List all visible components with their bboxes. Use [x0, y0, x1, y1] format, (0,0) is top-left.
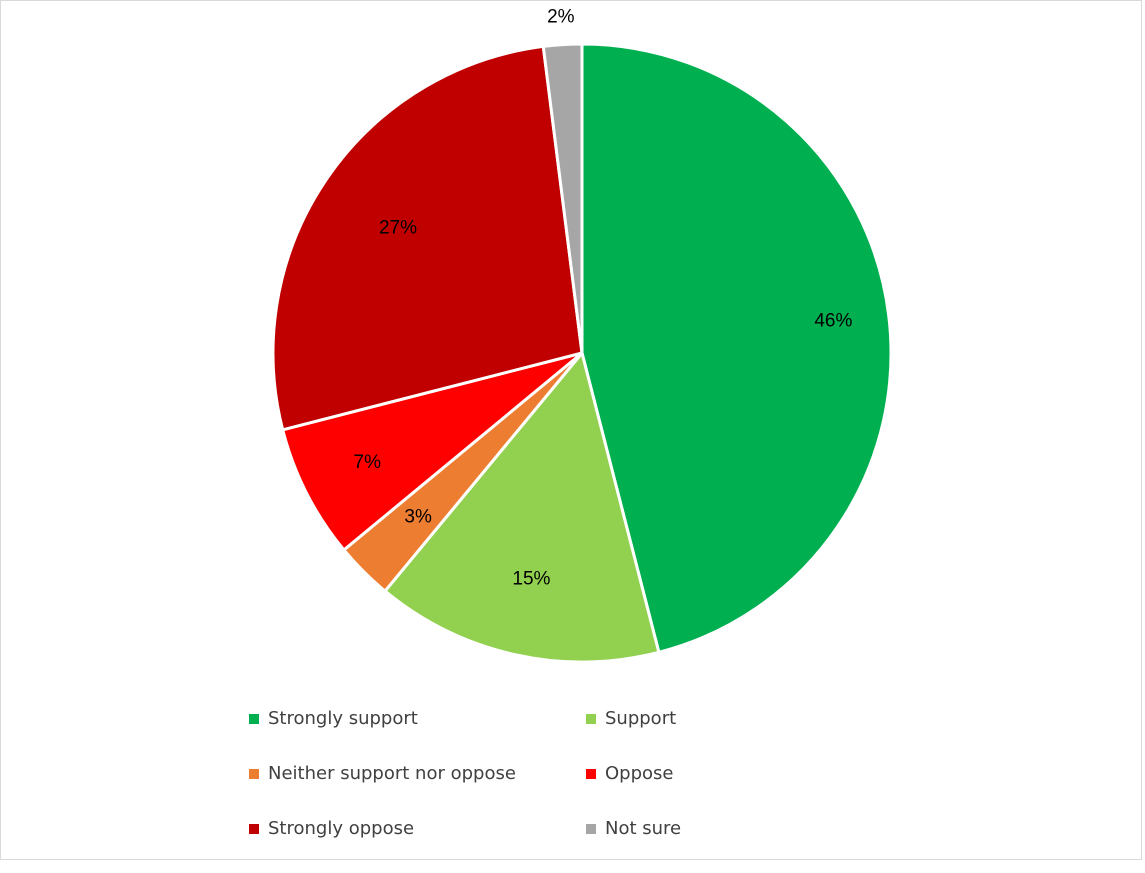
data-label-support: 15% — [512, 569, 550, 590]
pie-slice-support — [383, 351, 661, 664]
legend-item-neither: Neither support nor oppose — [249, 763, 586, 818]
legend-item-strongly-oppose: Strongly oppose — [249, 818, 586, 873]
legend-label: Support — [605, 708, 677, 729]
data-label-not-sure: 2% — [547, 6, 575, 27]
legend-label: Not sure — [605, 818, 682, 839]
legend-label: Oppose — [605, 763, 674, 784]
legend-label: Neither support nor oppose — [268, 763, 516, 784]
legend-item-not-sure: Not sure — [586, 818, 726, 873]
legend-item-support: Support — [586, 708, 726, 763]
legend-swatch — [249, 769, 259, 779]
legend: Strongly support Support Neither support… — [249, 708, 726, 873]
pie-slices — [271, 42, 893, 664]
legend-swatch — [249, 714, 259, 724]
legend-swatch — [586, 824, 596, 834]
legend-item-oppose: Oppose — [586, 763, 726, 818]
data-label-neither-support-nor-oppose: 3% — [404, 506, 432, 527]
pie-slice-not-sure — [541, 42, 584, 355]
pie-slice-oppose — [281, 351, 584, 552]
legend-swatch — [249, 824, 259, 834]
data-label-strongly-support: 46% — [814, 311, 852, 332]
data-labels: 46% 15% 3% 7% 27% 2% — [354, 6, 853, 589]
legend-label: Strongly support — [268, 708, 418, 729]
data-label-strongly-oppose: 27% — [379, 217, 417, 238]
legend-swatch — [586, 714, 596, 724]
legend-item-strongly-support: Strongly support — [249, 708, 586, 763]
legend-swatch — [586, 769, 596, 779]
legend-label: Strongly oppose — [268, 818, 415, 839]
pie-slice-strongly-oppose — [271, 44, 584, 432]
data-label-oppose: 7% — [354, 452, 382, 473]
pie-slice-strongly-support — [580, 42, 893, 654]
